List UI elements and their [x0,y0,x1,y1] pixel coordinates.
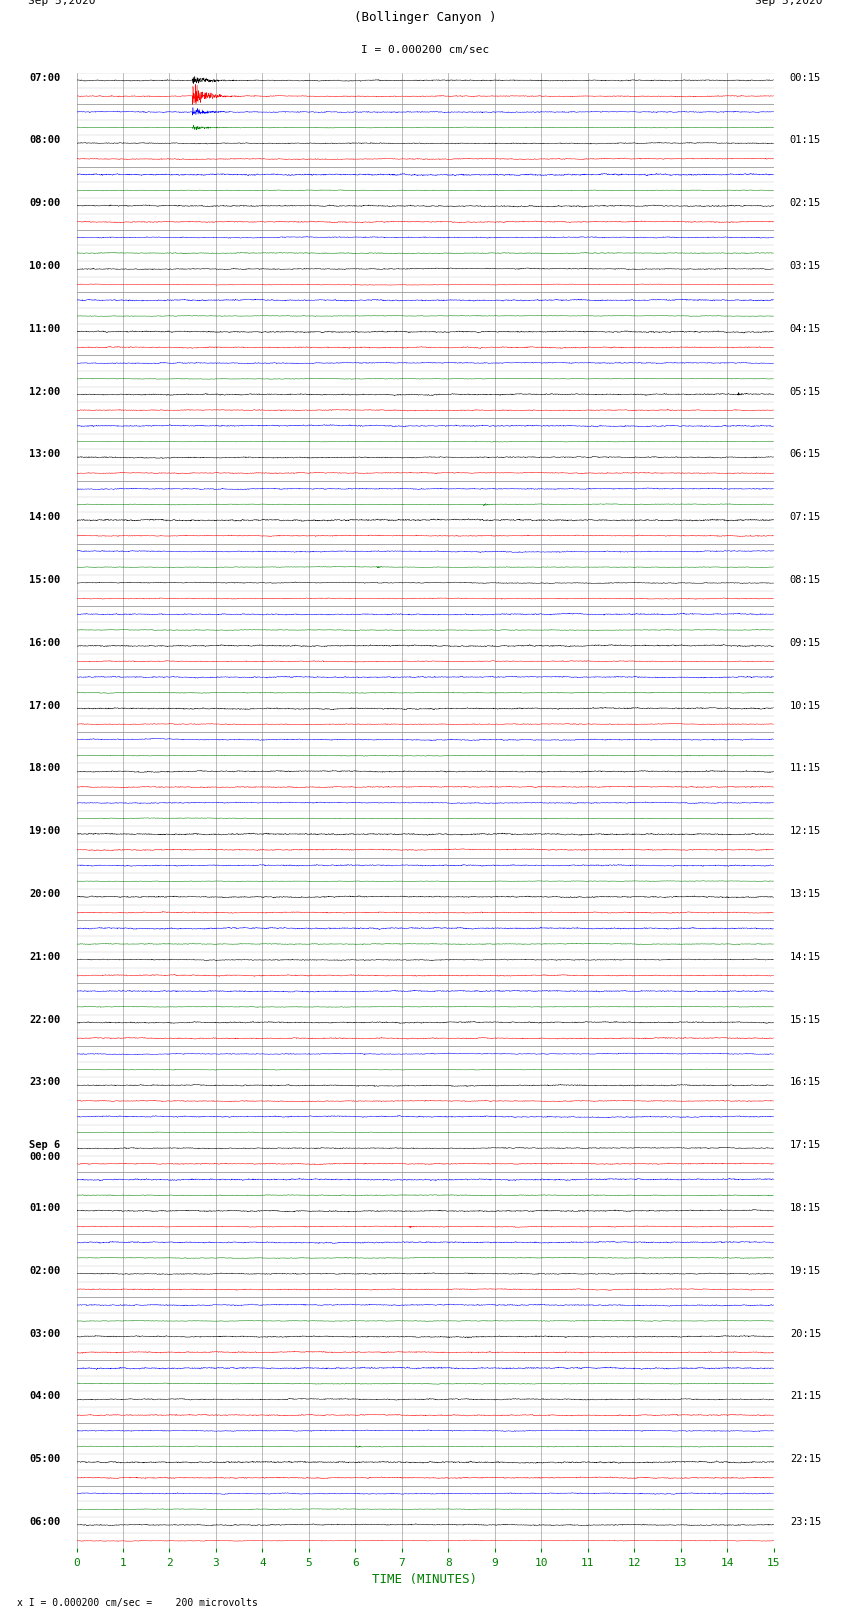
Text: 07:00: 07:00 [29,73,60,82]
Text: 15:00: 15:00 [29,574,60,586]
Text: 06:15: 06:15 [790,450,821,460]
Text: 20:00: 20:00 [29,889,60,898]
Text: 12:15: 12:15 [790,826,821,836]
Text: 03:15: 03:15 [790,261,821,271]
Text: 06:00: 06:00 [29,1518,60,1528]
Text: 02:00: 02:00 [29,1266,60,1276]
X-axis label: TIME (MINUTES): TIME (MINUTES) [372,1573,478,1586]
Text: 17:00: 17:00 [29,700,60,711]
Text: 05:00: 05:00 [29,1455,60,1465]
Text: 11:00: 11:00 [29,324,60,334]
Text: 07:15: 07:15 [790,513,821,523]
Text: x I = 0.000200 cm/sec =    200 microvolts: x I = 0.000200 cm/sec = 200 microvolts [17,1598,258,1608]
Text: 04:00: 04:00 [29,1392,60,1402]
Text: 23:00: 23:00 [29,1077,60,1087]
Text: 17:15: 17:15 [790,1140,821,1150]
Text: 10:00: 10:00 [29,261,60,271]
Text: 18:15: 18:15 [790,1203,821,1213]
Text: 19:00: 19:00 [29,826,60,836]
Text: 20:15: 20:15 [790,1329,821,1339]
Text: 03:00: 03:00 [29,1329,60,1339]
Text: 10:15: 10:15 [790,700,821,711]
Text: 01:00: 01:00 [29,1203,60,1213]
Text: 00:15: 00:15 [790,73,821,82]
Text: 04:15: 04:15 [790,324,821,334]
Text: 09:15: 09:15 [790,637,821,648]
Text: 18:00: 18:00 [29,763,60,773]
Text: 14:00: 14:00 [29,513,60,523]
Text: 08:00: 08:00 [29,135,60,145]
Text: (Bollinger Canyon ): (Bollinger Canyon ) [354,11,496,24]
Text: 08:15: 08:15 [790,574,821,586]
Text: 22:15: 22:15 [790,1455,821,1465]
Text: Sep 5,2020: Sep 5,2020 [755,0,822,6]
Text: 01:15: 01:15 [790,135,821,145]
Text: 11:15: 11:15 [790,763,821,773]
Text: 09:00: 09:00 [29,198,60,208]
Text: 21:00: 21:00 [29,952,60,961]
Text: 13:15: 13:15 [790,889,821,898]
Text: 12:00: 12:00 [29,387,60,397]
Text: 13:00: 13:00 [29,450,60,460]
Text: 23:15: 23:15 [790,1518,821,1528]
Text: 21:15: 21:15 [790,1392,821,1402]
Text: 15:15: 15:15 [790,1015,821,1024]
Text: 16:00: 16:00 [29,637,60,648]
Text: 02:15: 02:15 [790,198,821,208]
Text: 22:00: 22:00 [29,1015,60,1024]
Text: 14:15: 14:15 [790,952,821,961]
Text: I = 0.000200 cm/sec: I = 0.000200 cm/sec [361,45,489,55]
Text: Sep 6
00:00: Sep 6 00:00 [29,1140,60,1161]
Text: 05:15: 05:15 [790,387,821,397]
Text: Sep 5,2020: Sep 5,2020 [28,0,95,6]
Text: 19:15: 19:15 [790,1266,821,1276]
Text: 16:15: 16:15 [790,1077,821,1087]
